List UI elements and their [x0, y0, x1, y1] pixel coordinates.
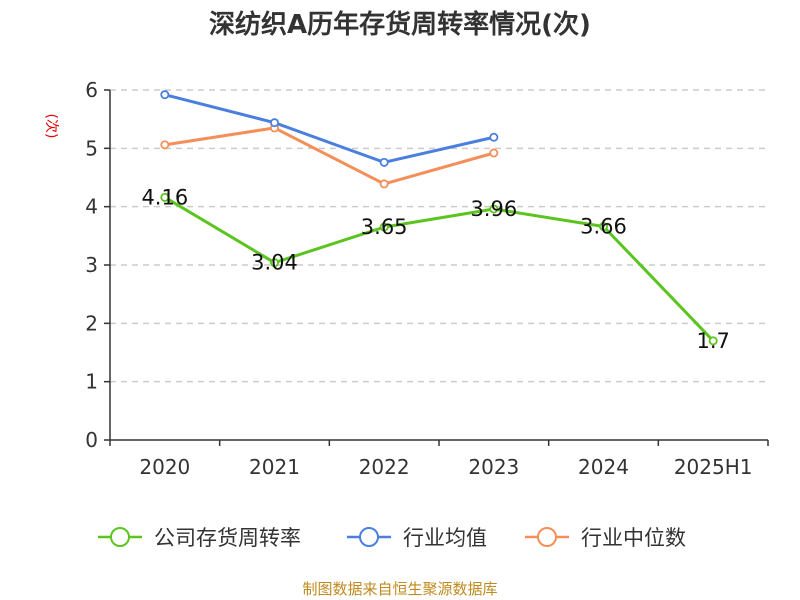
- y-tick-label: 4: [85, 195, 98, 219]
- data-point: [160, 140, 170, 150]
- x-tick-label: 2023: [468, 455, 519, 479]
- data-point: [160, 90, 170, 100]
- series-line: [164, 126, 495, 186]
- data-point: [599, 221, 609, 231]
- data-point: [489, 148, 499, 158]
- legend-label: 行业均值: [403, 526, 487, 550]
- series-line: [164, 196, 715, 342]
- x-tick-label: 2024: [578, 455, 629, 479]
- y-tick-label: 6: [85, 78, 98, 102]
- x-tick-label: 2021: [249, 455, 300, 479]
- legend-marker: [110, 527, 130, 547]
- x-tick-label: 2020: [139, 455, 190, 479]
- y-tick-label: 0: [85, 428, 98, 452]
- legend-label: 行业中位数: [581, 526, 686, 550]
- data-label: 4.16: [141, 185, 188, 209]
- y-axis-label: (次): [43, 114, 59, 139]
- data-label: 1.7: [696, 329, 729, 353]
- data-point: [489, 132, 499, 142]
- data-label: 3.66: [580, 215, 627, 239]
- x-tick-label: 2022: [359, 455, 410, 479]
- data-point: [379, 157, 389, 167]
- legend-marker: [537, 527, 557, 547]
- legend-marker: [359, 527, 379, 547]
- data-point: [708, 336, 718, 346]
- gridlines: [110, 89, 768, 383]
- data-label: 3.65: [361, 215, 408, 239]
- data-point: [379, 179, 389, 189]
- data-label: 3.96: [470, 197, 517, 221]
- data-point: [379, 222, 389, 232]
- source-note: 制图数据来自恒生聚源数据库: [302, 580, 497, 598]
- y-tick-label: 5: [85, 136, 98, 160]
- y-tick-label: 3: [85, 253, 98, 277]
- data-point: [489, 204, 499, 214]
- data-point: [160, 192, 170, 202]
- data-point: [269, 118, 279, 128]
- data-point: [269, 258, 279, 268]
- series-layer: [160, 90, 718, 346]
- x-tick-label: 2025H1: [674, 455, 753, 479]
- y-tick-label: 2: [85, 311, 98, 335]
- axes: 0 1 2 3 4 5 6 2020 2021 2022 2023 2024 2025H1: [85, 78, 769, 479]
- series-line: [164, 93, 495, 164]
- legend: 公司存货周转率 行业均值 行业中位数: [98, 526, 686, 550]
- y-tick-label: 1: [85, 370, 98, 394]
- data-labels: 4.16 3.04 3.65 3.96 3.66 1.7: [141, 185, 729, 353]
- data-label: 3.04: [251, 251, 298, 275]
- chart-title: 深纺织A历年存货周转率情况(次): [209, 9, 591, 40]
- legend-label: 公司存货周转率: [154, 526, 301, 550]
